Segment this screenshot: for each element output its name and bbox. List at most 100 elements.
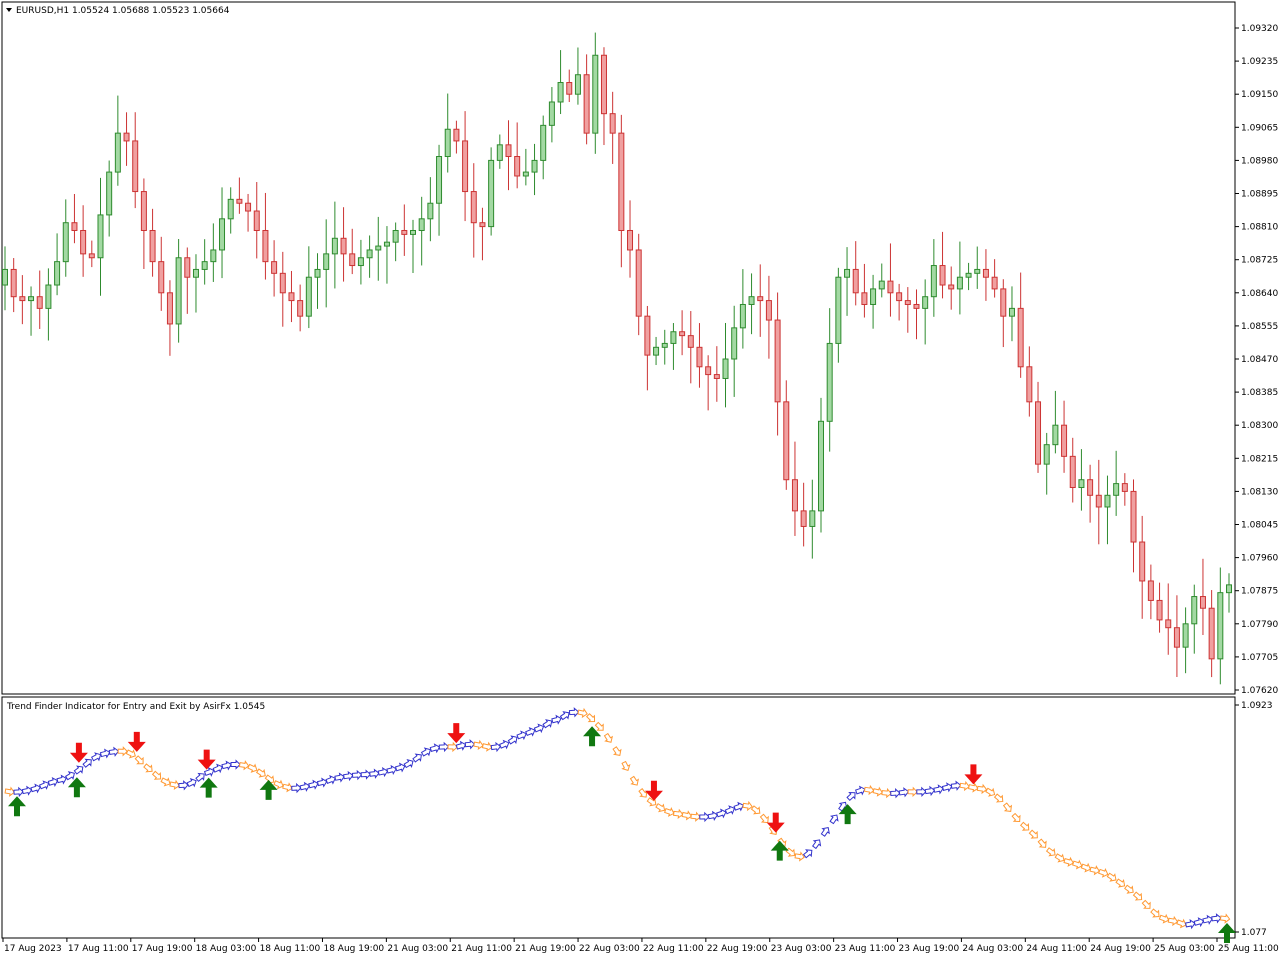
time-tick-label: 23 Aug 11:00 — [835, 944, 896, 954]
trail-arrow — [56, 774, 67, 785]
candle-body — [88, 253, 95, 259]
trail-arrow — [117, 746, 128, 757]
buy-arrow-icon — [199, 777, 218, 798]
candle-body — [271, 261, 278, 274]
time-tick-label: 21 Aug 11:00 — [451, 944, 512, 954]
candle-body — [887, 280, 894, 294]
candle-body — [1130, 490, 1137, 543]
buy-arrow-icon — [838, 804, 857, 825]
candle-body — [757, 296, 764, 302]
time-tick-label: 22 Aug 11:00 — [643, 944, 704, 954]
candle-body — [826, 342, 833, 422]
indicator-tick-label: 1.0923 — [1241, 701, 1273, 711]
trail-arrow — [247, 763, 258, 773]
trail-arrow — [1019, 821, 1030, 831]
trail-arrow — [933, 784, 944, 795]
candle-body — [1147, 580, 1154, 601]
indicator-window-frame[interactable] — [1, 696, 1236, 939]
candle-body — [1078, 479, 1085, 489]
trail-arrow — [533, 723, 545, 734]
candle-body — [896, 292, 903, 302]
buy-arrow-icon — [67, 777, 86, 798]
sell-arrow-icon — [447, 723, 466, 744]
buy-arrow-icon — [259, 779, 278, 800]
price-tick-label: 1.08470 — [1241, 355, 1278, 365]
price-tick-label: 1.07875 — [1241, 587, 1278, 597]
candle-body — [982, 268, 989, 278]
candle-body — [106, 171, 113, 216]
time-tick-label: 22 Aug 19:00 — [707, 944, 768, 954]
symbol-dropdown-icon[interactable] — [6, 8, 12, 12]
candle-body — [514, 156, 521, 177]
candle-body — [956, 276, 963, 290]
main-chart-frame[interactable] — [1, 1, 1236, 695]
trail-arrow — [64, 771, 75, 781]
trail-arrow — [221, 760, 232, 771]
trail-arrow — [447, 741, 458, 753]
trail-arrow — [386, 764, 397, 776]
price-tick-label: 1.09320 — [1241, 24, 1278, 34]
candle-body — [383, 241, 390, 247]
time-axis: 17 Aug 2023 17 Aug 11:00 17 Aug 19:00 18 Au… — [2, 938, 1279, 954]
candle-body — [1121, 483, 1128, 492]
trail-arrow — [125, 749, 136, 759]
trail-arrow — [282, 782, 293, 793]
candle-body — [1087, 479, 1094, 496]
trail-arrow — [1089, 865, 1101, 876]
trail-arrow — [160, 777, 171, 787]
candle-body — [132, 140, 139, 193]
candle-body — [1191, 596, 1198, 625]
trail-arrow — [151, 770, 162, 780]
trail-arrow — [490, 741, 502, 753]
price-tick-label: 1.08810 — [1241, 223, 1278, 233]
candle-body — [1226, 584, 1232, 594]
trail-arrow — [1150, 908, 1160, 918]
price-tick-label: 1.08215 — [1241, 454, 1278, 464]
time-tick-label: 24 Aug 03:00 — [962, 944, 1023, 954]
trail-arrow — [1158, 913, 1170, 924]
price-axis: 1.09320 1.09235 1.09150 1.09065 1.08980 1.088… — [1235, 24, 1278, 696]
trail-arrow — [473, 739, 484, 751]
trail-arrow — [846, 791, 856, 802]
candle-body — [210, 249, 217, 263]
candle-body — [236, 198, 243, 204]
candle-body — [1113, 483, 1120, 496]
trail-arrow — [1141, 899, 1151, 909]
candle-body — [670, 331, 677, 344]
trail-arrow — [369, 768, 380, 779]
trail-arrow — [1167, 915, 1179, 927]
trail-arrow — [394, 762, 406, 773]
candle-body — [54, 261, 61, 286]
candle-body — [922, 296, 929, 309]
candle-body — [175, 257, 182, 325]
trail-arrow — [1072, 859, 1083, 870]
trail-arrow — [134, 755, 144, 765]
candle-body — [835, 276, 842, 344]
trail-arrow — [516, 730, 527, 741]
candle-body — [219, 218, 226, 251]
trail-arrow — [1045, 847, 1056, 857]
buy-arrow-icon — [770, 840, 789, 861]
trail-arrow — [464, 739, 476, 750]
candle-body — [392, 229, 399, 243]
candle-body — [731, 327, 738, 360]
candle-body — [870, 288, 877, 305]
candle-body — [45, 284, 52, 309]
trail-arrow — [976, 783, 988, 795]
candle-body — [401, 229, 408, 235]
candle-body — [1000, 288, 1007, 317]
candle-body — [323, 253, 330, 270]
time-tick-label: 21 Aug 19:00 — [515, 944, 576, 954]
trail-arrow — [525, 727, 536, 737]
trail-arrow — [481, 741, 493, 752]
price-tick-label: 1.09235 — [1241, 57, 1278, 67]
trail-arrow — [1185, 919, 1196, 930]
trail-arrow — [178, 780, 189, 791]
candle-body — [1165, 619, 1172, 629]
candle-body — [470, 191, 477, 224]
trail-arrow — [203, 767, 215, 777]
price-tick-label: 1.07790 — [1241, 620, 1278, 630]
signal-arrows — [8, 723, 1236, 944]
candle-body — [609, 113, 616, 134]
